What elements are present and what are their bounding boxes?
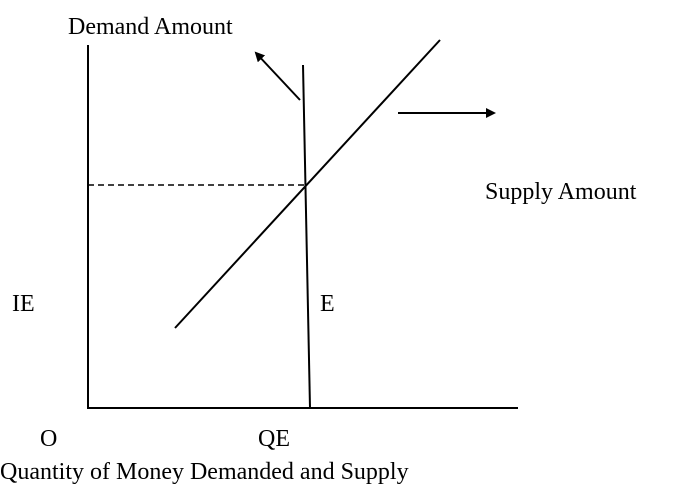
interest-label: IE bbox=[12, 291, 35, 317]
x-axis-title: Quantity of Money Demanded and Supply bbox=[0, 459, 409, 485]
origin-label: O bbox=[40, 426, 57, 452]
demand-arrow bbox=[254, 51, 301, 101]
demand-line bbox=[302, 64, 311, 409]
equilibrium-label: E bbox=[320, 291, 335, 317]
quantity-label: QE bbox=[258, 426, 290, 452]
supply-label: Supply Amount bbox=[485, 179, 637, 205]
demand-label: Demand Amount bbox=[68, 14, 233, 40]
supply-line bbox=[174, 39, 441, 329]
